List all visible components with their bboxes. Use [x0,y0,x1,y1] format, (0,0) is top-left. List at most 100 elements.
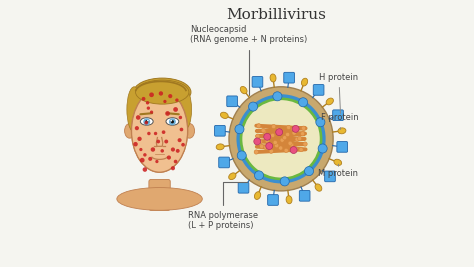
Circle shape [264,133,271,140]
Circle shape [149,92,154,97]
Text: H protein: H protein [319,73,358,113]
Circle shape [171,166,175,170]
Circle shape [284,118,287,121]
Circle shape [262,129,266,134]
Circle shape [285,116,289,120]
Circle shape [171,120,174,123]
Circle shape [146,107,150,110]
Circle shape [286,125,291,129]
Circle shape [162,130,165,134]
Circle shape [240,97,322,180]
Ellipse shape [125,123,135,138]
Circle shape [154,132,157,135]
Circle shape [179,116,182,119]
FancyBboxPatch shape [337,142,347,152]
Circle shape [276,129,283,136]
Circle shape [248,102,258,111]
Ellipse shape [134,78,191,106]
Circle shape [229,87,333,191]
Circle shape [140,158,145,163]
Circle shape [246,162,249,165]
Ellipse shape [136,80,189,104]
Circle shape [299,98,308,107]
Text: M protein: M protein [319,164,358,178]
FancyBboxPatch shape [313,85,324,95]
Circle shape [133,142,138,146]
Circle shape [279,146,283,150]
Circle shape [265,139,269,143]
Circle shape [145,121,148,125]
Circle shape [173,107,178,112]
Circle shape [277,115,280,119]
Circle shape [156,140,160,143]
Circle shape [255,109,258,113]
Circle shape [174,160,177,163]
FancyBboxPatch shape [299,190,310,201]
Circle shape [284,148,288,152]
FancyBboxPatch shape [215,125,225,136]
Circle shape [159,91,163,96]
Circle shape [298,136,302,141]
Ellipse shape [166,118,179,125]
Circle shape [292,125,299,132]
Circle shape [301,132,305,136]
Ellipse shape [240,87,247,94]
Circle shape [235,125,244,134]
Circle shape [271,133,275,138]
FancyBboxPatch shape [325,171,335,182]
Circle shape [303,140,306,144]
Circle shape [254,138,261,145]
Circle shape [290,143,294,147]
Circle shape [285,132,290,137]
Circle shape [293,147,298,151]
Circle shape [176,149,180,153]
Circle shape [276,128,280,132]
Circle shape [301,126,306,130]
Circle shape [283,136,287,140]
Circle shape [237,94,326,183]
Circle shape [276,137,280,140]
Circle shape [167,155,171,160]
Ellipse shape [216,144,224,150]
Circle shape [178,138,182,142]
Circle shape [242,100,320,178]
Ellipse shape [140,118,153,125]
FancyBboxPatch shape [333,110,343,121]
Circle shape [181,143,185,147]
Circle shape [281,138,283,141]
Circle shape [291,127,295,131]
Circle shape [268,135,272,139]
Circle shape [143,153,146,157]
Circle shape [255,134,260,138]
Circle shape [168,94,173,98]
Circle shape [165,111,170,116]
Circle shape [150,111,153,114]
Ellipse shape [184,123,194,138]
Circle shape [258,140,263,144]
Circle shape [147,120,149,121]
Circle shape [264,145,268,149]
Circle shape [136,115,140,120]
Ellipse shape [301,78,308,86]
Circle shape [266,143,273,150]
Circle shape [270,98,273,101]
Circle shape [135,126,139,130]
Circle shape [280,177,289,186]
Circle shape [143,167,147,172]
Ellipse shape [334,159,342,166]
Circle shape [288,141,292,146]
Circle shape [283,113,286,116]
Circle shape [290,147,297,154]
Circle shape [146,101,149,104]
Circle shape [273,92,282,101]
Ellipse shape [255,192,261,199]
Circle shape [273,140,277,145]
Circle shape [304,167,314,176]
Circle shape [310,121,313,124]
Circle shape [164,140,168,143]
Circle shape [265,122,268,125]
FancyBboxPatch shape [284,72,294,83]
Ellipse shape [127,87,142,132]
Circle shape [142,97,146,101]
FancyBboxPatch shape [268,195,278,205]
